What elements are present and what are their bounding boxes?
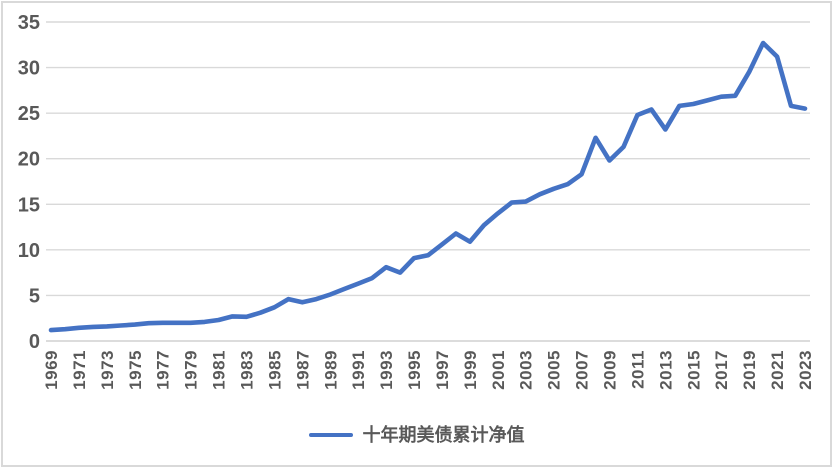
x-axis-tick-label: 1979 [182,350,201,390]
x-axis-tick-label: 2019 [740,350,759,390]
x-axis-tick-label: 1971 [70,350,89,390]
x-axis-tick-label: 2011 [628,350,647,389]
x-axis-tick-label: 2015 [684,350,703,390]
legend-label: 十年期美债累计净值 [362,425,525,445]
x-axis-tick-label: 2023 [796,350,815,390]
x-axis-tick-label: 2013 [656,350,675,390]
x-axis-tick-label: 1985 [265,350,284,390]
x-axis-tick-label: 2001 [489,350,508,390]
y-axis-tick-label: 0 [29,331,40,353]
y-axis-tick-label: 30 [18,58,40,80]
series-line-10y-treasury [48,40,808,333]
y-axis-tick-label: 25 [18,103,40,125]
x-axis-tick-label: 1999 [461,350,480,390]
x-axis-tick-label: 2009 [601,350,620,390]
y-axis-tick-label: 35 [18,12,40,34]
x-axis-tick-label: 1997 [433,350,452,390]
x-axis-tick-label: 1991 [349,350,368,390]
y-axis-tick-label: 20 [18,149,40,171]
x-axis-tick-label: 2017 [712,350,731,390]
x-axis-tick-label: 1973 [98,350,117,390]
x-axis-tick-label: 1969 [42,350,61,390]
legend-line-swatch [308,432,353,438]
x-axis-tick-label: 1995 [405,350,424,390]
legend: 十年期美债累计净值 [0,424,833,446]
x-axis-tick-label: 2021 [768,350,787,390]
x-axis-tick-label: 2007 [573,350,592,390]
x-axis-tick-label: 1983 [237,350,256,390]
y-axis-tick-label: 10 [18,240,40,262]
x-axis-tick-label: 1981 [210,350,229,390]
x-axis-tick-label: 1993 [377,350,396,390]
y-axis-tick-label: 15 [18,194,40,216]
x-axis-tick-label: 1977 [154,350,173,390]
x-axis-tick-label: 2005 [545,350,564,390]
x-axis-tick-label: 1987 [293,350,312,390]
x-axis-tick-label: 1975 [126,350,145,390]
x-axis-tick-label: 1989 [321,350,340,390]
y-axis-tick-label: 5 [29,285,40,307]
x-axis-tick-label: 2003 [517,350,536,390]
